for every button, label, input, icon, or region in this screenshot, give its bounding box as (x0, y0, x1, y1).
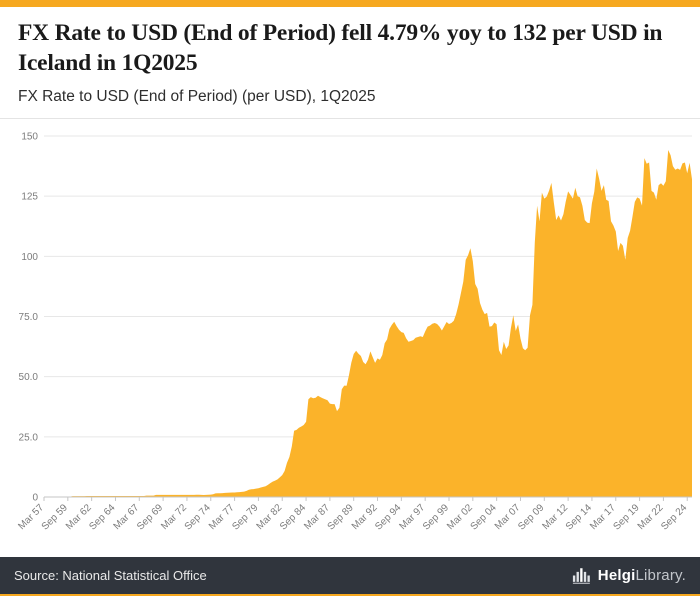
top-accent-bar (0, 0, 700, 7)
y-tick-label: 50.0 (19, 372, 39, 383)
helgilibrary-logo-text: HelgiLibrary. (598, 567, 686, 584)
bottom-accent-bar (0, 594, 700, 596)
x-tick-label: Sep 04 (469, 502, 499, 532)
area-series (44, 150, 692, 497)
y-tick-label: 0 (32, 493, 38, 504)
helgilibrary-logo: HelgiLibrary. (572, 567, 686, 584)
x-tick-label: Sep 09 (516, 502, 546, 532)
chart-headline: FX Rate to USD (End of Period) fell 4.79… (18, 20, 663, 76)
helgilibrary-logo-icon (572, 568, 590, 584)
x-tick-label: Sep 24 (659, 502, 689, 532)
x-tick-label: Sep 79 (230, 502, 260, 532)
x-tick-label: Sep 64 (87, 502, 117, 532)
x-tick-label: Sep 99 (421, 502, 451, 532)
x-tick-label: Sep 84 (278, 502, 308, 532)
footer-bar: Source: National Statistical Office Helg… (0, 557, 700, 594)
logo-text-helgi: Helgi (597, 567, 636, 584)
x-tick-label: Sep 94 (373, 502, 403, 532)
x-tick-label: Sep 19 (612, 502, 642, 532)
y-tick-label: 75.0 (19, 312, 39, 323)
y-tick-label: 25.0 (19, 432, 39, 443)
source-label: Source: National Statistical Office (14, 568, 207, 583)
x-tick-label: Sep 14 (564, 502, 594, 532)
x-tick-label: Sep 74 (183, 502, 213, 532)
chart-area: 0 25.0 50.0 75.0 100 125 150 Mar 57 Sep 59 Mar 62… (0, 119, 700, 557)
header: FX Rate to USD (End of Period) fell 4.79… (0, 7, 700, 119)
chart-subtitle: FX Rate to USD (End of Period) (per USD)… (18, 87, 376, 105)
y-tick-label: 125 (21, 192, 38, 203)
x-tick-label: Sep 89 (326, 502, 356, 532)
x-tick-label: Sep 59 (40, 502, 70, 532)
x-tick-label: Sep 69 (135, 502, 165, 532)
logo-text-library: Library. (635, 567, 686, 584)
y-tick-label: 150 (21, 132, 38, 143)
y-tick-label: 100 (21, 252, 38, 263)
